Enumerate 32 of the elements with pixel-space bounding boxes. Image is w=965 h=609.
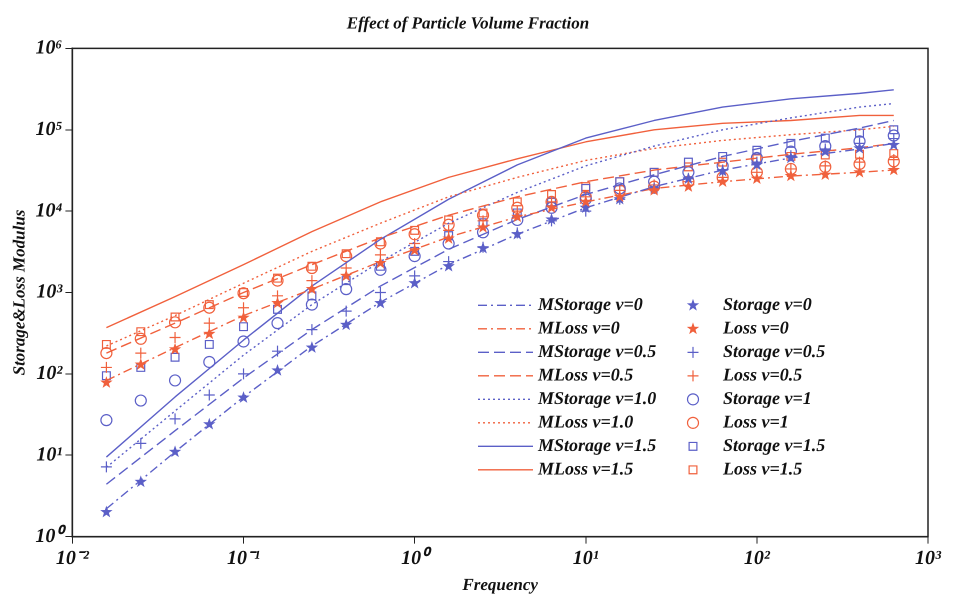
legend-label: Loss v=0 [722, 318, 789, 338]
legend-label: MStorage v=1.0 [537, 388, 656, 408]
y-tick-label: 10⁵ [35, 118, 62, 140]
legend-label: Loss v=1.5 [722, 458, 802, 479]
legend-label: MLoss v=0.5 [537, 364, 634, 385]
legend-label: Storage v=0.5 [723, 341, 826, 362]
legend-label: Loss v=1 [722, 412, 789, 432]
legend-label: MStorage v=0 [537, 294, 643, 314]
x-tick-label: 10⁻¹ [227, 546, 260, 569]
y-tick-label: 10⁴ [35, 199, 62, 222]
legend-label: Loss v=0.5 [722, 364, 802, 385]
legend-label: MStorage v=1.5 [537, 435, 656, 456]
y-tick-label: 10¹ [36, 443, 62, 466]
x-tick-label: 10³ [915, 546, 942, 569]
chart-title: Effect of Particle Volume Fraction [346, 14, 590, 33]
legend-label: Storage v=1.5 [723, 435, 826, 456]
y-tick-label: 10² [36, 362, 64, 384]
legend-label: MStorage v=0.5 [537, 341, 656, 362]
legend-label: MLoss v=1.0 [537, 412, 634, 432]
x-tick-label: 10⁰ [401, 546, 432, 569]
y-axis-title: Storage&Loss Modulus [10, 209, 29, 376]
x-tick-label: 10² [744, 546, 771, 569]
x-axis-title: Frequency [461, 575, 538, 594]
y-tick-label: 10⁶ [35, 36, 62, 59]
legend-label: MLoss v=1.5 [537, 458, 634, 479]
legend-label: Storage v=0 [723, 294, 812, 314]
x-tick-label: 10¹ [572, 546, 599, 569]
legend-label: MLoss v=0 [537, 318, 620, 338]
y-tick-label: 10³ [36, 280, 64, 303]
y-tick-label: 10⁰ [35, 524, 66, 547]
x-tick-label: 10⁻² [56, 546, 90, 569]
legend-label: Storage v=1 [723, 388, 812, 408]
